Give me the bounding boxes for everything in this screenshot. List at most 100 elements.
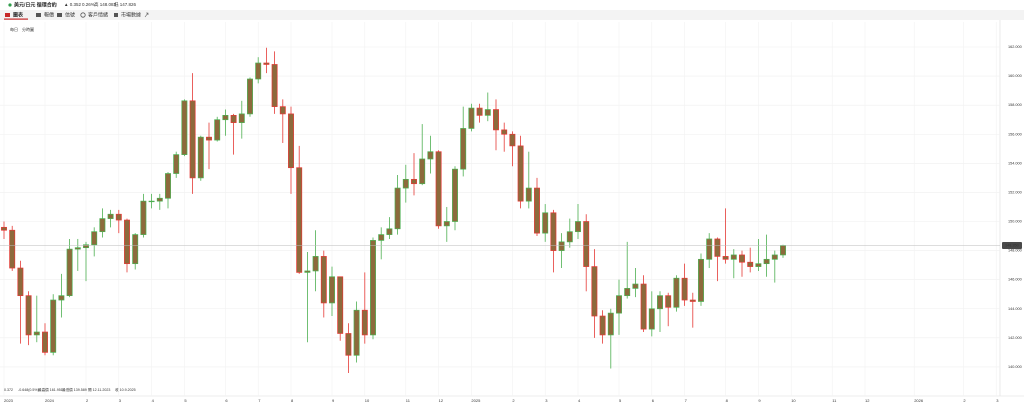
x-tick-label: 12 — [865, 398, 870, 403]
candle-body — [132, 234, 139, 265]
x-tick-label: 3 — [545, 398, 548, 403]
x-tick-label: 11 — [406, 398, 411, 403]
view-button[interactable]: 分時圖 — [22, 26, 34, 32]
candle-body — [263, 62, 270, 65]
candle-body — [181, 100, 188, 155]
candle-body — [222, 115, 229, 121]
candle-body — [460, 128, 467, 170]
candle-body — [525, 187, 532, 202]
candle-body — [197, 136, 204, 179]
candle-body — [42, 331, 48, 353]
candle-body — [361, 309, 368, 336]
candle-body — [780, 245, 786, 256]
candle-body — [509, 133, 516, 147]
candle-body — [238, 113, 245, 123]
legend-info: 最低價 139.589 — [62, 387, 87, 392]
candle-body — [763, 258, 770, 265]
price-label-box — [1002, 241, 1022, 249]
candle-body — [722, 256, 729, 260]
y-tick-label: 140.000 — [1008, 365, 1022, 369]
candle-body — [501, 129, 508, 135]
y-tick-label: 144.000 — [1008, 307, 1022, 311]
tab-icon — [5, 13, 10, 17]
candle-body — [386, 228, 393, 235]
candle-body — [771, 254, 778, 260]
candle-body — [124, 219, 130, 265]
candle-body — [411, 178, 417, 185]
candle-body — [640, 283, 647, 330]
header-bar — [0, 0, 1024, 10]
y-tick-label: 154.000 — [1008, 161, 1022, 165]
x-tick-label: 2 — [512, 398, 515, 403]
candle-body — [279, 106, 286, 115]
view-button[interactable]: 每日 — [10, 26, 18, 32]
candle-body — [435, 151, 442, 227]
plot: 140.000 142.000 144.000 146.000 148.000 150.0… — [0, 22, 1022, 403]
candle-body — [337, 276, 344, 334]
y-tick-label: 152.000 — [1008, 190, 1022, 194]
candle-body — [616, 295, 622, 314]
candle-body — [673, 277, 680, 308]
candle-body — [607, 312, 614, 336]
x-tick-label: 3 — [119, 398, 122, 403]
x-tick-label: 5 — [184, 398, 187, 403]
candle-body — [1, 226, 7, 231]
tab[interactable]: 報價 — [44, 11, 54, 18]
candle-body — [566, 231, 573, 243]
tab[interactable]: 信號 — [65, 11, 75, 18]
candle-body — [517, 145, 524, 202]
candle-body — [140, 200, 147, 235]
change: ▲ 0.352 — [64, 2, 81, 7]
x-tick-label: 10 — [365, 398, 370, 403]
candle-body — [599, 315, 606, 336]
y-tick-label: 156.000 — [1008, 132, 1022, 136]
candle-body — [115, 213, 122, 221]
x-tick-label: 8 — [291, 398, 294, 403]
candle-body — [58, 295, 65, 301]
candle-body — [271, 64, 278, 107]
candle-body — [370, 240, 376, 336]
candle-body — [255, 62, 262, 80]
day-low: 低 147.826 — [114, 1, 137, 8]
candle-body — [312, 256, 319, 272]
price-label: 148.350 — [1005, 243, 1019, 247]
candle-body — [427, 151, 434, 160]
x-tick-label: 2024 — [45, 398, 55, 403]
legend-info: 最高價 161.951 — [38, 387, 63, 392]
candle-body — [755, 263, 762, 267]
candle-body — [468, 107, 475, 129]
legend-info: -0.648(0.5%) — [18, 388, 39, 392]
candle-body — [206, 136, 212, 141]
tab-icon — [36, 13, 41, 17]
tab[interactable]: 客戶情緒 — [88, 11, 108, 18]
y-tick-label: 142.000 — [1008, 336, 1022, 340]
candle-body — [25, 295, 32, 336]
candle-body — [91, 231, 98, 246]
candle-body — [83, 244, 89, 249]
tab[interactable]: 圖表 — [13, 11, 24, 18]
x-tick-label: 3 — [996, 398, 999, 403]
candle-body — [9, 229, 16, 269]
candle-body — [706, 238, 713, 260]
x-tick-label: 10 — [791, 398, 796, 403]
candle-body — [558, 241, 565, 251]
candle-body — [320, 256, 327, 304]
legend-info: 0.372 — [4, 388, 13, 392]
candle-body — [657, 295, 663, 310]
candle-body — [575, 221, 581, 233]
candle-body — [214, 119, 221, 141]
legend-info: 收 10.9.2025 — [115, 387, 136, 392]
candle-body — [632, 283, 639, 289]
candle-body — [730, 254, 737, 260]
candle-body — [665, 295, 672, 308]
candle-body — [591, 266, 598, 317]
x-tick-label: 8 — [726, 398, 729, 403]
candle-body — [689, 299, 696, 302]
candle-body — [165, 173, 171, 199]
candle-body — [378, 234, 385, 241]
x-tick-label: 2025 — [471, 398, 481, 403]
tab[interactable]: 市場數據 — [121, 11, 141, 18]
candle-body — [739, 254, 745, 263]
candle-body — [50, 299, 57, 353]
